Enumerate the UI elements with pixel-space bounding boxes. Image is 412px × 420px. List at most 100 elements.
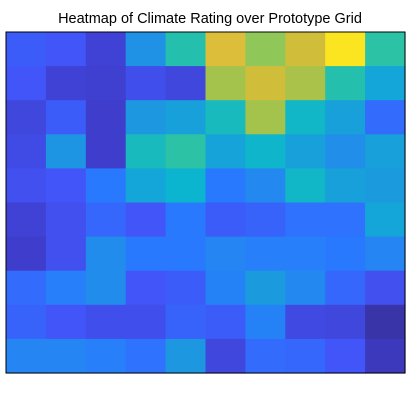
heatmap-cell-r6-c9 [325, 202, 366, 238]
heatmap-cell-r6-c5 [165, 202, 207, 238]
heatmap-cell-r7-c8 [285, 236, 326, 272]
heatmap-cell-r1-c8 [285, 32, 326, 67]
heatmap-cell-r2-c5 [165, 66, 207, 101]
heatmap-cell-r1-c6 [205, 32, 246, 67]
heatmap-cell-r9-c9 [325, 304, 366, 340]
heatmap-cell-r10-c9 [325, 338, 366, 374]
heatmap-cell-r3-c8 [285, 100, 326, 135]
heatmap-cell-r9-c3 [85, 304, 127, 340]
heatmap-cell-r5-c8 [285, 168, 326, 204]
heatmap-cell-r5-c7 [245, 168, 286, 204]
heatmap-cell-r3-c9 [325, 100, 366, 135]
heatmap-cell-r4-c6 [205, 134, 246, 169]
heatmap-cell-r6-c10 [365, 202, 406, 238]
heatmap-cell-r10-c3 [85, 338, 127, 374]
heatmap-cell-r10-c1 [6, 338, 47, 374]
heatmap-cell-r3-c4 [125, 100, 167, 135]
heatmap-cell-r4-c1 [6, 134, 47, 169]
heatmap-cell-r7-c6 [205, 236, 246, 272]
heatmap-cell-r3-c6 [205, 100, 246, 135]
heatmap-cell-r10-c10 [365, 338, 406, 374]
heatmap-cell-r9-c2 [45, 304, 87, 340]
heatmap-cell-r8-c9 [325, 270, 366, 306]
heatmap-cell-r5-c9 [325, 168, 366, 204]
heatmap-cell-r8-c7 [245, 270, 286, 306]
heatmap-cell-r9-c7 [245, 304, 286, 340]
heatmap-cell-r10-c4 [125, 338, 167, 374]
heatmap-cell-r2-c4 [125, 66, 167, 101]
heatmap-cells [6, 32, 406, 374]
heatmap-cell-r1-c3 [85, 32, 127, 67]
heatmap-cell-r6-c1 [6, 202, 47, 238]
heatmap-cell-r6-c3 [85, 202, 127, 238]
heatmap-cell-r1-c5 [165, 32, 207, 67]
heatmap-cell-r5-c6 [205, 168, 246, 204]
heatmap-cell-r1-c9 [325, 32, 366, 67]
heatmap-cell-r6-c6 [205, 202, 246, 238]
chart-title: Heatmap of Climate Rating over Prototype… [58, 11, 362, 27]
heatmap-cell-r5-c5 [165, 168, 207, 204]
heatmap-cell-r2-c8 [285, 66, 326, 101]
heatmap-cell-r3-c7 [245, 100, 286, 135]
heatmap-cell-r9-c6 [205, 304, 246, 340]
heatmap-cell-r10-c5 [165, 338, 207, 374]
heatmap-cell-r9-c1 [6, 304, 47, 340]
heatmap-cell-r10-c7 [245, 338, 286, 374]
heatmap-cell-r3-c10 [365, 100, 406, 135]
heatmap-cell-r6-c8 [285, 202, 326, 238]
heatmap-cell-r5-c3 [85, 168, 127, 204]
heatmap-cell-r4-c9 [325, 134, 366, 169]
plot-frame [5, 31, 406, 374]
heatmap-cell-r1-c10 [365, 32, 406, 67]
heatmap-cell-r6-c7 [245, 202, 286, 238]
heatmap-cell-r10-c2 [45, 338, 87, 374]
heatmap-cell-r3-c5 [165, 100, 207, 135]
heatmap-cell-r7-c1 [6, 236, 47, 272]
heatmap-cell-r2-c1 [6, 66, 47, 101]
heatmap-cell-r7-c10 [365, 236, 406, 272]
heatmap-cell-r8-c3 [85, 270, 127, 306]
heatmap-cell-r4-c3 [85, 134, 127, 169]
heatmap-cell-r5-c10 [365, 168, 406, 204]
heatmap-cell-r7-c9 [325, 236, 366, 272]
heatmap-cell-r4-c7 [245, 134, 286, 169]
heatmap-cell-r2-c7 [245, 66, 286, 101]
heatmap-cell-r4-c5 [165, 134, 207, 169]
heatmap-cell-r3-c2 [45, 100, 87, 135]
heatmap-cell-r4-c4 [125, 134, 167, 169]
heatmap-cell-r7-c5 [165, 236, 207, 272]
heatmap-cell-r1-c2 [45, 32, 87, 67]
heatmap-cell-r8-c8 [285, 270, 326, 306]
heatmap-cell-r6-c4 [125, 202, 167, 238]
heatmap-cell-r8-c1 [6, 270, 47, 306]
heatmap-cell-r4-c10 [365, 134, 406, 169]
heatmap-cell-r10-c6 [205, 338, 246, 374]
heatmap-cell-r8-c6 [205, 270, 246, 306]
heatmap-cell-r5-c2 [45, 168, 87, 204]
heatmap-cell-r2-c3 [85, 66, 127, 101]
heatmap-cell-r9-c4 [125, 304, 167, 340]
heatmap-cell-r7-c7 [245, 236, 286, 272]
heatmap-cell-r5-c4 [125, 168, 167, 204]
heatmap-cell-r10-c8 [285, 338, 326, 374]
heatmap-cell-r2-c9 [325, 66, 366, 101]
heatmap-cell-r6-c2 [45, 202, 87, 238]
heatmap-cell-r9-c8 [285, 304, 326, 340]
heatmap-cell-r1-c1 [6, 32, 47, 67]
heatmap-cell-r4-c8 [285, 134, 326, 169]
heatmap-cell-r7-c4 [125, 236, 167, 272]
heatmap-cell-r7-c2 [45, 236, 87, 272]
heatmap-cell-r2-c6 [205, 66, 246, 101]
heatmap-cell-r9-c10 [365, 304, 406, 340]
heatmap-cell-r3-c3 [85, 100, 127, 135]
heatmap-cell-r8-c4 [125, 270, 167, 306]
heatmap-cell-r8-c10 [365, 270, 406, 306]
heatmap-cell-r2-c10 [365, 66, 406, 101]
heatmap-cell-r5-c1 [6, 168, 47, 204]
heatmap-cell-r2-c2 [45, 66, 87, 101]
heatmap-cell-r7-c3 [85, 236, 127, 272]
heatmap-cell-r3-c1 [6, 100, 47, 135]
heatmap-cell-r8-c2 [45, 270, 87, 306]
heatmap-cell-r4-c2 [45, 134, 87, 169]
